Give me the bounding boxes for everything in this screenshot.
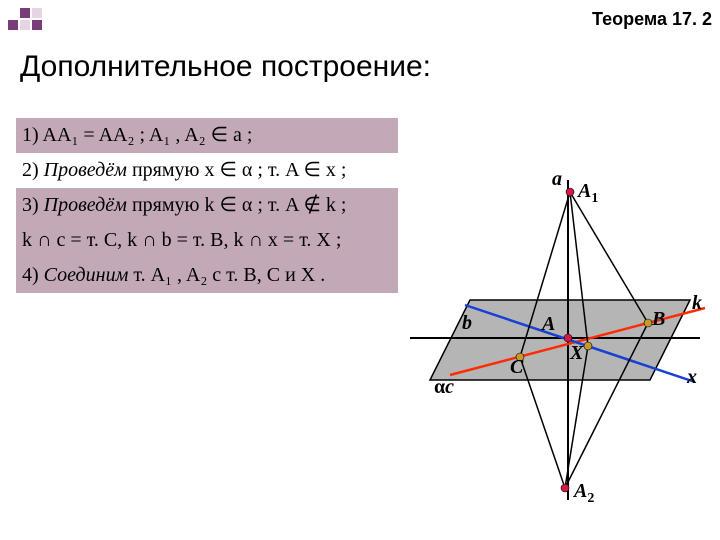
step-line: 4) Соединим т. A₁ , A₂ с т. B, C и X . — [16, 258, 398, 293]
logo-square — [20, 8, 30, 18]
logo-square — [20, 20, 30, 30]
lbl-X: X — [570, 342, 583, 365]
pt-B — [644, 319, 652, 327]
lbl-alpha-c: αc — [434, 376, 454, 399]
lbl-b: b — [462, 312, 472, 335]
pt-A — [564, 334, 572, 342]
step-line: 1) AA₁ = AA₂ ; A₁ , A₂ ∈ a ; — [16, 118, 398, 153]
lbl-A2: A2 — [574, 480, 594, 507]
page-title: Дополнительное построение: — [20, 50, 431, 84]
header: Теорема 17. 2 — [0, 8, 712, 30]
step-line: 3) Проведём прямую k ∈ α ; т. A ∉ k ; — [16, 188, 398, 223]
step-line: k ∩ c = т. C, k ∩ b = т. B, k ∩ x = т. X… — [16, 223, 398, 258]
geometric-diagram: a A1 b A Bk C Xαc x A2 — [400, 170, 710, 510]
logo-square — [8, 20, 18, 30]
logo-square — [32, 20, 42, 30]
step-line: 2) Проведём прямую x ∈ α ; т. A ∈ x ; — [16, 153, 398, 188]
lbl-A: A — [542, 313, 555, 336]
logo-squares — [0, 8, 48, 30]
pt-A2 — [561, 484, 569, 492]
theorem-label: Теорема 17. 2 — [592, 9, 712, 30]
pt-A1 — [566, 188, 574, 196]
lbl-B: B — [652, 308, 665, 331]
diagram-svg — [400, 170, 710, 510]
pt-X — [584, 342, 592, 350]
logo-square — [8, 8, 18, 18]
lbl-C: C — [510, 356, 523, 379]
lbl-a: a — [552, 168, 562, 191]
logo-square — [32, 8, 42, 18]
construction-steps: 1) AA₁ = AA₂ ; A₁ , A₂ ∈ a ;2) Проведём … — [16, 118, 398, 293]
lbl-x: x — [687, 366, 697, 389]
lbl-k: k — [692, 292, 702, 315]
lbl-A1: A1 — [578, 180, 598, 207]
